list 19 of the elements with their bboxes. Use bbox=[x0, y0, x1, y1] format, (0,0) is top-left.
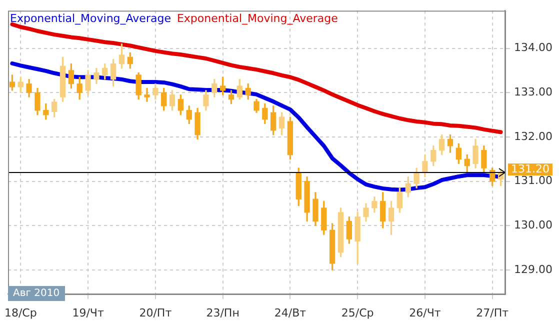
text: Exponential_Moving_Average bbox=[10, 12, 172, 25]
x-tick-label: 24/Вт bbox=[274, 306, 307, 320]
x-tick-label: 26/Чт bbox=[409, 306, 442, 320]
date-label: Авг 2010 bbox=[8, 286, 65, 301]
x-tick-label: 18/Ср bbox=[4, 306, 37, 320]
y-tick-label: 130.00 bbox=[514, 218, 552, 232]
x-tick-label: 19/Чт bbox=[72, 306, 104, 320]
x-tick-label: 27/Пт bbox=[476, 306, 510, 320]
x-tick-label: 23/Пн bbox=[206, 306, 240, 320]
x-tick-label: 20/Пт bbox=[139, 306, 172, 320]
y-tick-label: 132.00 bbox=[514, 130, 552, 143]
y-tick-label: 134.00 bbox=[514, 41, 552, 54]
ref-line-label: 131.20 bbox=[511, 162, 550, 176]
y-tick-label: 129.00 bbox=[514, 262, 552, 276]
y-tick-label: 133.00 bbox=[514, 86, 552, 99]
text: Exponential_Moving_Average bbox=[176, 12, 338, 25]
y-tick-label: 131.00 bbox=[514, 174, 552, 188]
x-tick-label: 25/Ср bbox=[341, 306, 374, 320]
candlestick bbox=[144, 88, 150, 102]
